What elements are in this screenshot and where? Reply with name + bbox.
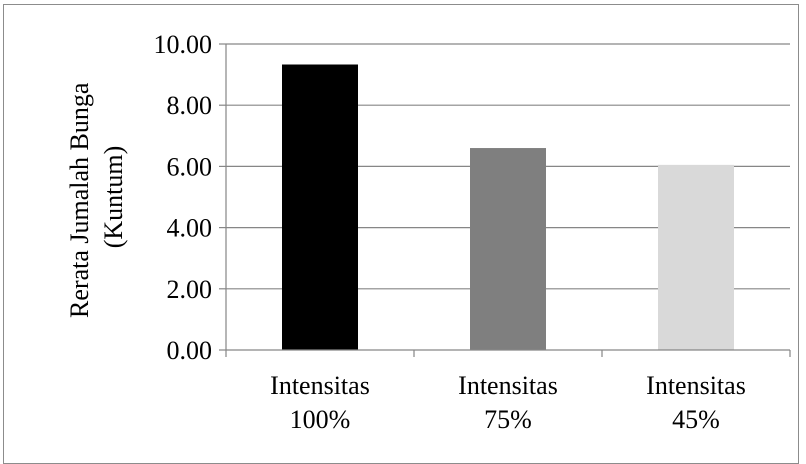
y-tick-label: 6.00 <box>167 152 213 181</box>
y-tick-labels: 0.00 2.00 4.00 6.00 8.00 10.00 <box>154 30 213 365</box>
x-category-label: Intensitas 45% <box>646 371 746 434</box>
y-tick-label: 2.00 <box>167 275 213 304</box>
y-axis-title-line-1: Rerata Jumalah Bunga <box>65 82 94 318</box>
y-tick-label: 4.00 <box>167 214 213 243</box>
bar <box>282 64 358 350</box>
y-tick-label: 0.00 <box>167 336 213 365</box>
x-category-labels: Intensitas 100% Intensitas 75% Intensitas 45% <box>270 371 746 434</box>
y-tick-label: 8.00 <box>167 91 213 120</box>
bars <box>282 64 734 350</box>
x-category-label: Intensitas 100% <box>270 371 370 434</box>
y-axis-title: Rerata Jumalah Bunga (Kuntum) <box>65 76 128 318</box>
bar-chart: 0.00 2.00 4.00 6.00 8.00 10.00 Intensitas 100%… <box>65 30 791 434</box>
y-tick-label: 10.00 <box>154 30 213 59</box>
bar <box>658 164 734 350</box>
bar <box>470 148 546 350</box>
x-category-label: Intensitas 75% <box>458 371 558 434</box>
y-axis-title-line-2: (Kuntum) <box>99 146 128 249</box>
axes <box>225 44 791 357</box>
